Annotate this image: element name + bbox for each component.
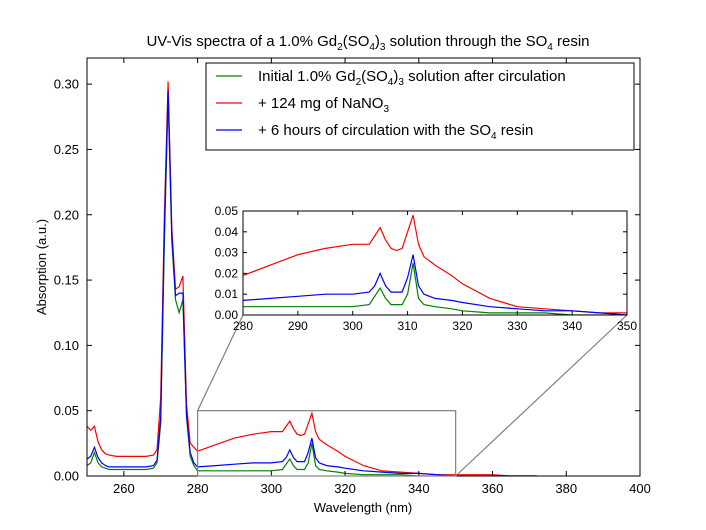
inset-x-tick-label: 340 <box>562 319 582 333</box>
x-tick-label: 340 <box>408 481 430 496</box>
x-tick-label: 360 <box>482 481 504 496</box>
inset-y-tick-label: 0.03 <box>215 246 239 260</box>
y-tick-label: 0.10 <box>54 338 79 353</box>
legend-entry-resin: + 6 hours of circulation with the SO4 re… <box>258 122 533 142</box>
inset-x-tick-label: 280 <box>233 319 253 333</box>
series-line-0 <box>87 97 537 476</box>
x-tick-label: 260 <box>113 481 135 496</box>
y-tick-label: 0.30 <box>54 77 79 92</box>
legend-entry-initial: Initial 1.0% Gd2(SO4)3 solution after ci… <box>258 68 566 88</box>
zoom-rect <box>197 410 457 477</box>
x-tick-label: 280 <box>187 481 209 496</box>
zoom-connector-right <box>455 314 628 477</box>
series-line-1 <box>87 81 537 476</box>
inset-x-tick-label: 330 <box>507 319 527 333</box>
y-tick-label: 0.25 <box>54 142 79 157</box>
x-tick-label: 320 <box>334 481 356 496</box>
inset-series-line-0 <box>243 262 627 315</box>
x-tick-label: 380 <box>555 481 577 496</box>
inset-x-tick-label: 310 <box>398 319 418 333</box>
legend: Initial 1.0% Gd2(SO4)3 solution after ci… <box>205 62 635 151</box>
zoom-indicator <box>197 314 628 477</box>
y-tick-label: 0.20 <box>54 207 79 222</box>
series-line-2 <box>87 90 537 476</box>
inset-plot-area <box>243 211 627 315</box>
inset-y-tick-label: 0.01 <box>215 287 239 301</box>
inset-ticks: 280 290 300 310 320 330 340 350 0.00 0.01 0.02 0.03… <box>215 204 638 333</box>
inset-y-tick-label: 0.00 <box>215 308 239 322</box>
inset-series-line-1 <box>243 215 627 314</box>
inset-x-tick-label: 300 <box>343 319 363 333</box>
chart-title: UV-Vis spectra of a 1.0% Gd2(SO4)3 solut… <box>146 33 589 53</box>
inset-series-line-2 <box>243 254 627 315</box>
legend-box <box>205 62 635 151</box>
inset-frame <box>242 210 628 316</box>
main-series-group <box>87 81 537 476</box>
inset-y-tick-label: 0.02 <box>215 266 239 280</box>
inset-y-tick-label: 0.04 <box>215 225 239 239</box>
x-axis-label: Wavelength (nm) <box>314 500 413 515</box>
zoom-connector-left <box>197 314 244 411</box>
main-ticks: 260 280 300 320 340 360 380 400 0.00 0.05 0.10 0.15… <box>54 58 651 496</box>
y-tick-label: 0.05 <box>54 403 79 418</box>
x-tick-label: 300 <box>260 481 282 496</box>
x-tick-label: 400 <box>629 481 651 496</box>
legend-entry-nano3: + 124 mg of NaNO3 <box>258 95 389 115</box>
inset-y-tick-label: 0.05 <box>215 204 239 218</box>
inset-series-group <box>243 215 627 315</box>
inset-x-tick-label: 290 <box>288 319 308 333</box>
inset-x-tick-label: 320 <box>452 319 472 333</box>
y-tick-label: 0.00 <box>54 469 79 484</box>
y-axis-label: Absorption (a.u.) <box>34 219 49 315</box>
inset-x-tick-label: 350 <box>617 319 637 333</box>
y-tick-label: 0.15 <box>54 273 79 288</box>
